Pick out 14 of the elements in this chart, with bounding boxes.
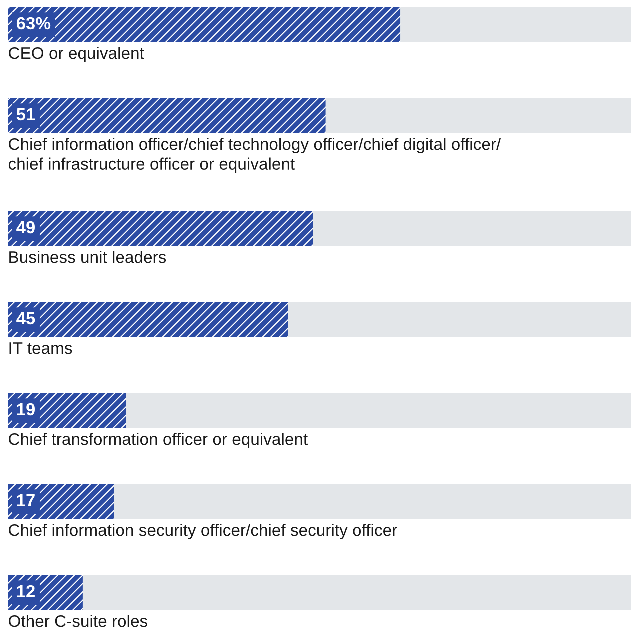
y-tick-label: Chief transformation officer or equivalent bbox=[9, 433, 308, 449]
data-label: 51 bbox=[16, 108, 36, 121]
data-label: 12 bbox=[17, 585, 35, 598]
y-tick-label: Chief information officer/chief technology officer/chief digital officer/ chief infrastructure officer or equivalent bbox=[8, 138, 502, 174]
y-tick-label: CEO or equivalent bbox=[9, 47, 144, 63]
y-tick-label: IT teams bbox=[10, 342, 72, 354]
data-label: 17 bbox=[17, 494, 35, 506]
y-tick-label: Business unit leaders bbox=[10, 251, 166, 264]
data-label: 19 bbox=[17, 403, 35, 416]
data-label: 49 bbox=[16, 221, 35, 234]
y-tick-label: Other C-suite roles bbox=[9, 615, 148, 628]
data-label: 63% bbox=[16, 17, 51, 30]
y-tick-label: Chief information security officer/chief security officer bbox=[9, 524, 398, 540]
data-label: 45 bbox=[16, 312, 36, 325]
